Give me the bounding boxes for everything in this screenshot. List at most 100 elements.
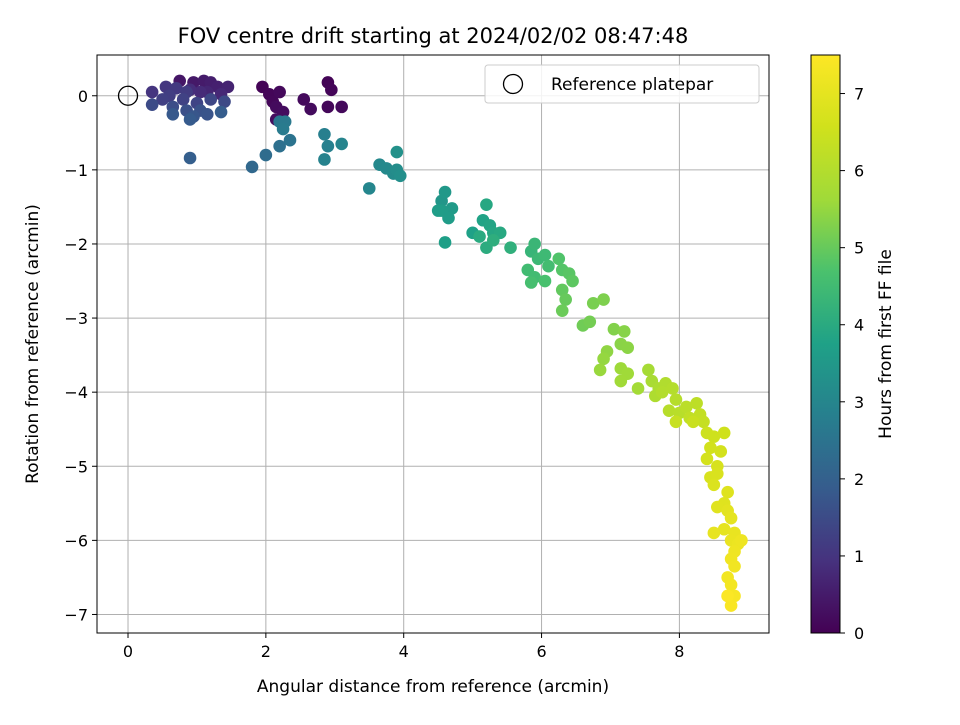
plot-frame [96, 54, 770, 634]
colorbar-ticks: 0 1 2 3 4 5 6 7 [840, 85, 864, 643]
data-point [707, 526, 721, 540]
chart-title: FOV centre drift starting at 2024/02/02 … [178, 24, 689, 48]
colorbar-tick-label: 1 [854, 547, 864, 566]
data-point [156, 93, 169, 106]
legend: Reference platepar [484, 64, 760, 104]
data-point [335, 100, 348, 114]
data-point [707, 478, 721, 492]
data-point [642, 363, 655, 377]
data-point [325, 83, 338, 97]
data-point [473, 230, 486, 243]
data-point [480, 198, 493, 211]
data-point [431, 204, 445, 217]
x-tick-label: 6 [536, 642, 546, 661]
data-point [555, 283, 569, 297]
data-point [183, 151, 197, 165]
colorbar: 0 1 2 3 4 5 6 7 Hours from first FF file [810, 54, 896, 643]
data-point [679, 400, 693, 414]
data-point [273, 85, 286, 99]
data-point [273, 139, 286, 153]
data-point [442, 211, 455, 225]
data-point [445, 202, 459, 215]
colorbar-tick-label: 2 [854, 470, 864, 489]
data-point [617, 325, 631, 338]
data-point [607, 322, 621, 336]
data-point [552, 252, 566, 266]
data-point [487, 233, 500, 247]
data-points [145, 74, 748, 612]
data-point [614, 374, 628, 388]
data-point [555, 304, 569, 317]
data-point [593, 363, 607, 377]
data-point [214, 105, 228, 119]
y-tick-label: −4 [64, 383, 88, 402]
data-point [393, 169, 407, 183]
colorbar-gradient [810, 54, 841, 634]
data-point [166, 107, 180, 121]
colorbar-tick-label: 0 [854, 624, 864, 643]
data-point [145, 85, 159, 99]
x-ticks: 0 2 4 6 8 [123, 633, 684, 661]
reference-marker-layer [117, 85, 139, 106]
data-point [145, 98, 159, 111]
data-point [721, 589, 734, 603]
data-point [583, 315, 597, 329]
data-point [714, 445, 728, 458]
data-point [669, 393, 683, 406]
legend-label-reference: Reference platepar [551, 75, 713, 95]
y-ticks: 0 −1 −2 −3 −4 −5 −6 −7 [64, 87, 97, 624]
colorbar-tick-label: 5 [854, 239, 864, 258]
data-point [597, 352, 610, 366]
data-point [711, 500, 724, 514]
data-point [690, 396, 703, 410]
colorbar-tick-label: 3 [854, 393, 864, 412]
data-point [318, 153, 331, 166]
data-point [700, 452, 714, 466]
colorbar-label: Hours from first FF file [876, 249, 896, 439]
data-point [711, 467, 724, 480]
colorbar-tick-label: 7 [854, 85, 864, 104]
data-point [704, 441, 717, 455]
legend-marker-reference [502, 73, 524, 95]
legend-box [484, 64, 760, 104]
colorbar-tick-label: 6 [854, 162, 864, 181]
data-point [259, 148, 273, 162]
data-point [542, 259, 555, 273]
data-point [218, 95, 231, 108]
data-point [717, 426, 731, 440]
data-point [666, 382, 679, 395]
x-tick-label: 4 [399, 642, 409, 661]
data-point [566, 274, 579, 288]
data-point [724, 511, 738, 525]
y-tick-label: 0 [78, 87, 88, 106]
data-point [717, 522, 731, 536]
x-tick-label: 0 [123, 642, 133, 661]
data-point [438, 185, 452, 199]
data-point [276, 122, 290, 136]
data-point [669, 415, 683, 429]
data-point [183, 113, 197, 126]
data-point [686, 415, 700, 429]
data-point [559, 293, 572, 306]
y-tick-label: −2 [64, 235, 88, 254]
data-point [728, 560, 741, 573]
data-point [662, 404, 676, 417]
data-point [655, 385, 669, 399]
y-axis-label: Rotation from reference (arcmin) [23, 204, 43, 484]
data-point [724, 578, 738, 592]
data-point [538, 274, 552, 288]
data-point [204, 93, 218, 106]
grid-lines [97, 55, 769, 633]
y-tick-label: −3 [64, 309, 88, 328]
data-point [707, 430, 721, 443]
data-point [586, 296, 600, 310]
data-point [297, 93, 311, 106]
y-tick-label: −1 [64, 161, 88, 180]
reference-platepar-marker [117, 85, 139, 106]
data-point [631, 382, 645, 395]
data-point [621, 341, 635, 355]
data-point [390, 145, 404, 159]
x-axis-label: Angular distance from reference (arcmin) [257, 677, 609, 697]
